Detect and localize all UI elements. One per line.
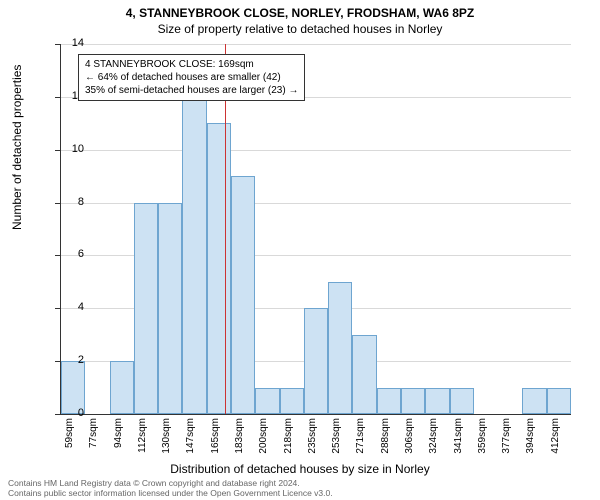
annotation-box: 4 STANNEYBROOK CLOSE: 169sqm← 64% of det… [78, 54, 305, 101]
y-tick [55, 255, 60, 256]
grid-line [61, 44, 571, 45]
histogram-bar [304, 308, 328, 414]
y-tick-label: 14 [54, 37, 84, 49]
histogram-bar [134, 203, 158, 414]
histogram-bar [255, 388, 279, 414]
histogram-bar [328, 282, 352, 414]
x-tick-label: 147sqm [185, 418, 196, 458]
x-tick-label: 59sqm [64, 418, 75, 458]
y-axis-label: Number of detached properties [10, 65, 24, 230]
annotation-line: ← 64% of detached houses are smaller (42… [85, 71, 298, 84]
histogram-bar [231, 176, 255, 414]
grid-line [61, 150, 571, 151]
histogram-bar [401, 388, 425, 414]
x-tick-label: 200sqm [258, 418, 269, 458]
x-tick-label: 324sqm [428, 418, 439, 458]
x-tick-label: 183sqm [234, 418, 245, 458]
y-tick-label: 10 [54, 143, 84, 155]
annotation-line: 35% of semi-detached houses are larger (… [85, 84, 298, 97]
y-tick [55, 203, 60, 204]
x-tick-label: 112sqm [137, 418, 148, 458]
histogram-bar [110, 361, 134, 414]
histogram-bar [158, 203, 182, 414]
y-tick [55, 97, 60, 98]
histogram-bar [547, 388, 571, 414]
y-tick [55, 44, 60, 45]
x-tick-label: 341sqm [453, 418, 464, 458]
histogram-bar [207, 123, 231, 414]
y-tick-label: 8 [54, 196, 84, 208]
x-axis-label: Distribution of detached houses by size … [0, 462, 600, 476]
histogram-bar [450, 388, 474, 414]
y-tick [55, 308, 60, 309]
x-tick-label: 394sqm [525, 418, 536, 458]
footer-line2: Contains public sector information licen… [8, 488, 333, 498]
histogram-bar [280, 388, 304, 414]
x-tick-label: 218sqm [283, 418, 294, 458]
chart-title: 4, STANNEYBROOK CLOSE, NORLEY, FRODSHAM,… [0, 0, 600, 20]
x-tick-label: 288sqm [380, 418, 391, 458]
x-tick-label: 306sqm [404, 418, 415, 458]
x-tick-label: 412sqm [550, 418, 561, 458]
histogram-bar [352, 335, 376, 414]
histogram-bar [377, 388, 401, 414]
y-tick [55, 414, 60, 415]
x-tick-label: 359sqm [477, 418, 488, 458]
y-tick [55, 361, 60, 362]
x-tick-label: 377sqm [501, 418, 512, 458]
x-tick-label: 253sqm [331, 418, 342, 458]
chart-subtitle: Size of property relative to detached ho… [0, 20, 600, 36]
x-tick-label: 94sqm [113, 418, 124, 458]
footer-line1: Contains HM Land Registry data © Crown c… [8, 478, 333, 488]
x-tick-label: 130sqm [161, 418, 172, 458]
footer-attribution: Contains HM Land Registry data © Crown c… [8, 478, 333, 498]
y-tick-label: 4 [54, 301, 84, 313]
y-tick-label: 6 [54, 248, 84, 260]
annotation-line: 4 STANNEYBROOK CLOSE: 169sqm [85, 58, 298, 71]
histogram-bar [182, 97, 206, 414]
histogram-bar [522, 388, 546, 414]
y-tick [55, 150, 60, 151]
x-tick-label: 235sqm [307, 418, 318, 458]
x-tick-label: 165sqm [210, 418, 221, 458]
x-tick-label: 271sqm [355, 418, 366, 458]
histogram-bar [425, 388, 449, 414]
y-tick-label: 2 [54, 354, 84, 366]
x-tick-label: 77sqm [88, 418, 99, 458]
